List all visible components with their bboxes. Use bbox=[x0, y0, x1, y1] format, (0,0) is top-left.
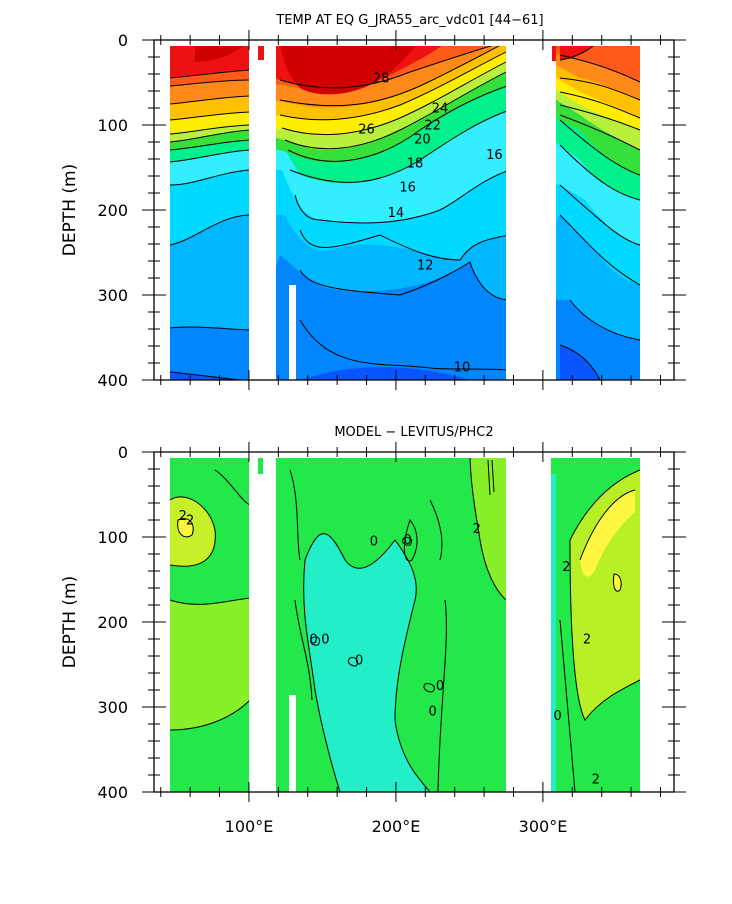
contour-label: 18 bbox=[407, 157, 424, 172]
contour-label: 16 bbox=[486, 148, 503, 163]
temp-band-29 bbox=[195, 40, 420, 95]
contour-label: 0 bbox=[404, 533, 412, 548]
ytick-label: 300 bbox=[97, 698, 128, 717]
diff-band-neg bbox=[303, 533, 430, 792]
contour-label: 2 bbox=[592, 773, 600, 788]
difference-panel-title: MODEL − LEVITUS/PHC2 bbox=[334, 425, 493, 440]
temperature-contours bbox=[169, 40, 641, 380]
temperature-panel: TEMP AT EQ G_JRA55_arc_vdc01 [44−61] bbox=[60, 13, 686, 390]
contour-label: 20 bbox=[414, 133, 431, 148]
ytick-label: 400 bbox=[97, 783, 128, 802]
difference-panel: MODEL − LEVITUS/PHC2 bbox=[60, 425, 686, 836]
ytick-label: 100 bbox=[97, 528, 128, 547]
contour-label: 2 bbox=[179, 509, 187, 524]
temperature-mask bbox=[154, 40, 674, 380]
contour-label: 16 bbox=[399, 180, 416, 195]
ytick-label: 200 bbox=[97, 201, 128, 220]
ytick-label: 300 bbox=[97, 286, 128, 305]
contour-label: 12 bbox=[417, 259, 434, 274]
difference-field bbox=[154, 452, 674, 792]
xtick-label: 100°E bbox=[225, 817, 274, 836]
contour-label: 0 bbox=[429, 705, 437, 720]
contour-label: 24 bbox=[432, 101, 449, 116]
contour-label: 2 bbox=[583, 632, 591, 647]
ytick-label: 0 bbox=[118, 31, 128, 50]
contour-label: 2 bbox=[562, 560, 570, 575]
difference-contours bbox=[169, 452, 641, 792]
contour-label: 2 bbox=[186, 513, 194, 528]
contour-label: 0 bbox=[321, 632, 329, 647]
xtick-label: 300°E bbox=[519, 817, 568, 836]
temperature-panel-title: TEMP AT EQ G_JRA55_arc_vdc01 [44−61] bbox=[275, 13, 543, 28]
temperature-y-axis-label: DEPTH (m) bbox=[60, 164, 80, 256]
diff-band-1-2-east bbox=[570, 470, 640, 720]
contour-label: 10 bbox=[454, 361, 471, 376]
xtick-label: 200°E bbox=[372, 817, 421, 836]
diff-band-1-2-west bbox=[170, 598, 250, 730]
contour-label: 28 bbox=[373, 72, 390, 87]
ytick-label: 0 bbox=[118, 443, 128, 462]
contour-label: 0 bbox=[309, 632, 317, 647]
difference-ticks bbox=[142, 442, 686, 802]
temperature-ticks bbox=[142, 30, 686, 390]
contour-label: 0 bbox=[553, 709, 561, 724]
ytick-label: 100 bbox=[97, 116, 128, 135]
contour-label: 0 bbox=[355, 654, 363, 669]
temperature-y-tick-labels: 0 100 200 300 400 bbox=[97, 31, 128, 390]
x-tick-labels: 100°E 200°E 300°E bbox=[225, 817, 568, 836]
contour-label: 14 bbox=[388, 206, 405, 221]
difference-y-tick-labels: 0 100 200 300 400 bbox=[97, 443, 128, 802]
contour-label: 0 bbox=[370, 535, 378, 550]
contour-label: 26 bbox=[358, 123, 375, 138]
difference-y-axis-label: DEPTH (m) bbox=[60, 576, 80, 668]
temperature-field bbox=[154, 40, 674, 380]
ytick-label: 400 bbox=[97, 371, 128, 390]
contour-label: 0 bbox=[436, 679, 444, 694]
ytick-label: 200 bbox=[97, 613, 128, 632]
contour-label: 2 bbox=[473, 522, 481, 537]
contour-label: 22 bbox=[424, 118, 441, 133]
